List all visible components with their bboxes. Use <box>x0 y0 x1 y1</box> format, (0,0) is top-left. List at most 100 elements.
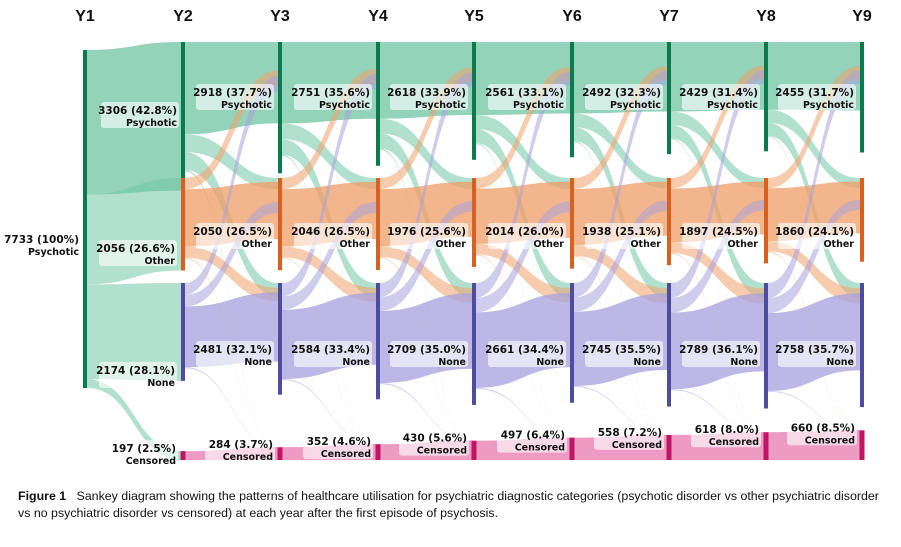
node-label-bg <box>303 433 373 460</box>
node-bar-Y9-other <box>860 178 864 262</box>
node-value: 2618 (33.9%) <box>387 87 466 99</box>
node-label-Y9-none: 2758 (35.7%)None <box>775 341 856 368</box>
node-label-Y9-psychotic: 2455 (31.7%)Psychotic <box>775 84 856 111</box>
node-label-bg <box>390 84 468 110</box>
year-label-y3: Y3 <box>270 8 290 25</box>
node-bar-Y7-none <box>667 283 671 407</box>
flow-Y4-none-to-psychotic <box>380 72 472 297</box>
node-category: Censored <box>805 435 855 446</box>
node-value: 2789 (36.1%) <box>679 344 758 356</box>
node-value: 2481 (32.1%) <box>193 344 272 356</box>
flow-Y5-psychotic-to-censored <box>476 143 570 438</box>
node-bar-Y7-psychotic <box>667 42 671 155</box>
node-label-bg <box>778 341 856 367</box>
node-bar-Y3-censored <box>277 447 283 460</box>
node-label-Y6-psychotic: 2561 (33.1%)Psychotic <box>485 84 566 111</box>
node-bar-Y2-censored <box>180 451 186 460</box>
node-value: 1976 (25.6%) <box>387 226 466 238</box>
node-label-Y5-censored: 430 (5.6%)Censored <box>399 429 469 457</box>
node-bar-Y5-none <box>472 283 476 405</box>
node-bar-Y9-none <box>860 283 864 408</box>
node-category: Censored <box>612 440 662 451</box>
node-category: Other <box>435 239 466 250</box>
flow-Y8-none-to-censored <box>768 390 860 431</box>
node-value: 3306 (42.8%) <box>98 105 177 117</box>
node-label-Y4-psychotic: 2751 (35.6%)Psychotic <box>291 84 372 111</box>
node-label-Y4-other: 2046 (26.5%)Other <box>291 223 372 250</box>
node-label-Y7-psychotic: 2492 (32.3%)Psychotic <box>582 84 663 111</box>
figure-caption-text: Sankey diagram showing the patterns of h… <box>18 489 879 520</box>
flow-Y3-none-to-other <box>282 201 376 310</box>
flow-Y4-other-to-none <box>380 246 472 303</box>
node-bar-Y9-psychotic <box>860 42 864 153</box>
node-category: Censored <box>515 443 565 454</box>
flow-Y7-none-to-other <box>671 200 764 313</box>
flow-Y4-none-to-other <box>380 201 472 311</box>
node-value: 497 (6.4%) <box>501 430 565 442</box>
node-label-bg <box>778 84 856 110</box>
node-label-bg <box>108 440 178 467</box>
node-value: 2492 (32.3%) <box>582 87 661 99</box>
node-label-Y2-other: 2056 (26.6%)Other <box>96 240 177 267</box>
flow-Y6-psychotic-to-other <box>574 113 667 189</box>
flow-Y6-none-to-other <box>574 200 667 312</box>
node-label-bg <box>682 223 760 249</box>
year-label-y2: Y2 <box>173 8 193 25</box>
node-category: Other <box>630 239 661 250</box>
flow-Y6-none-to-censored <box>574 385 667 436</box>
node-bar-Y6-none <box>570 283 574 403</box>
node-bar-Y8-psychotic <box>764 42 768 152</box>
node-value: 1897 (24.5%) <box>679 226 758 238</box>
node-label-Y1-psychotic: 7733 (100%)Psychotic <box>4 234 79 258</box>
node-label-bg <box>585 84 663 110</box>
node-category: None <box>438 357 466 368</box>
node-label-Y7-censored: 558 (7.2%)Censored <box>594 423 664 451</box>
node-category: Psychotic <box>707 100 758 111</box>
node-bar-Y2-psychotic <box>181 42 185 191</box>
node-category: Other <box>727 239 758 250</box>
node-category: None <box>633 357 661 368</box>
flow-Y1-psychotic-to-other <box>87 178 181 285</box>
node-bar-Y3-none <box>278 283 282 395</box>
node-value: 2174 (28.1%) <box>96 365 175 377</box>
node-label-Y2-censored: 197 (2.5%)Censored <box>108 440 178 467</box>
node-label-Y3-none: 2481 (32.1%)None <box>193 341 274 368</box>
node-bar-Y4-other <box>376 178 380 271</box>
node-category: Other <box>144 256 175 267</box>
flow-Y2-other-to-psychotic <box>185 70 278 190</box>
flow-Y1-psychotic-to-censored <box>87 379 181 460</box>
flow-Y2-none-to-censored <box>185 367 278 448</box>
node-value: 2584 (33.4%) <box>291 344 370 356</box>
flow-Y7-psychotic-to-censored <box>671 138 764 433</box>
node-bar-Y8-censored <box>763 432 769 460</box>
node-label-Y4-censored: 352 (4.6%)Censored <box>303 433 373 460</box>
year-label-y1: Y1 <box>75 8 95 25</box>
flow-Y5-none-to-psychotic <box>476 71 570 298</box>
node-label-Y8-censored: 618 (8.0%)Censored <box>691 421 761 448</box>
node-bar-Y4-none <box>376 283 380 400</box>
node-category: None <box>147 378 175 389</box>
node-value: 7733 (100%) <box>4 234 79 246</box>
node-category: Censored <box>709 437 759 448</box>
flow-Y6-none-to-psychotic <box>574 71 667 298</box>
node-bar-layer <box>83 42 865 460</box>
node-label-bg <box>497 426 567 453</box>
node-category: Psychotic <box>610 100 661 111</box>
year-label-y6: Y6 <box>562 8 582 25</box>
flow-Y7-other-to-none <box>671 242 764 304</box>
node-category: Psychotic <box>126 118 177 129</box>
node-bar-Y1-psychotic <box>83 50 87 388</box>
node-bar-Y3-other <box>278 178 282 271</box>
node-label-Y5-none: 2709 (35.0%)None <box>387 341 468 368</box>
node-bar-Y7-other <box>667 178 671 266</box>
flow-Y5-other-to-none <box>476 243 570 303</box>
node-label-bg <box>99 240 177 266</box>
node-label-bg <box>196 84 274 110</box>
node-value: 2455 (31.7%) <box>775 87 854 99</box>
node-value: 352 (4.6%) <box>307 436 371 448</box>
figure-caption: Figure 1 Sankey diagram showing the patt… <box>18 488 884 522</box>
flow-Y8-psychotic-to-other <box>768 109 860 189</box>
node-label-bg <box>585 223 663 249</box>
